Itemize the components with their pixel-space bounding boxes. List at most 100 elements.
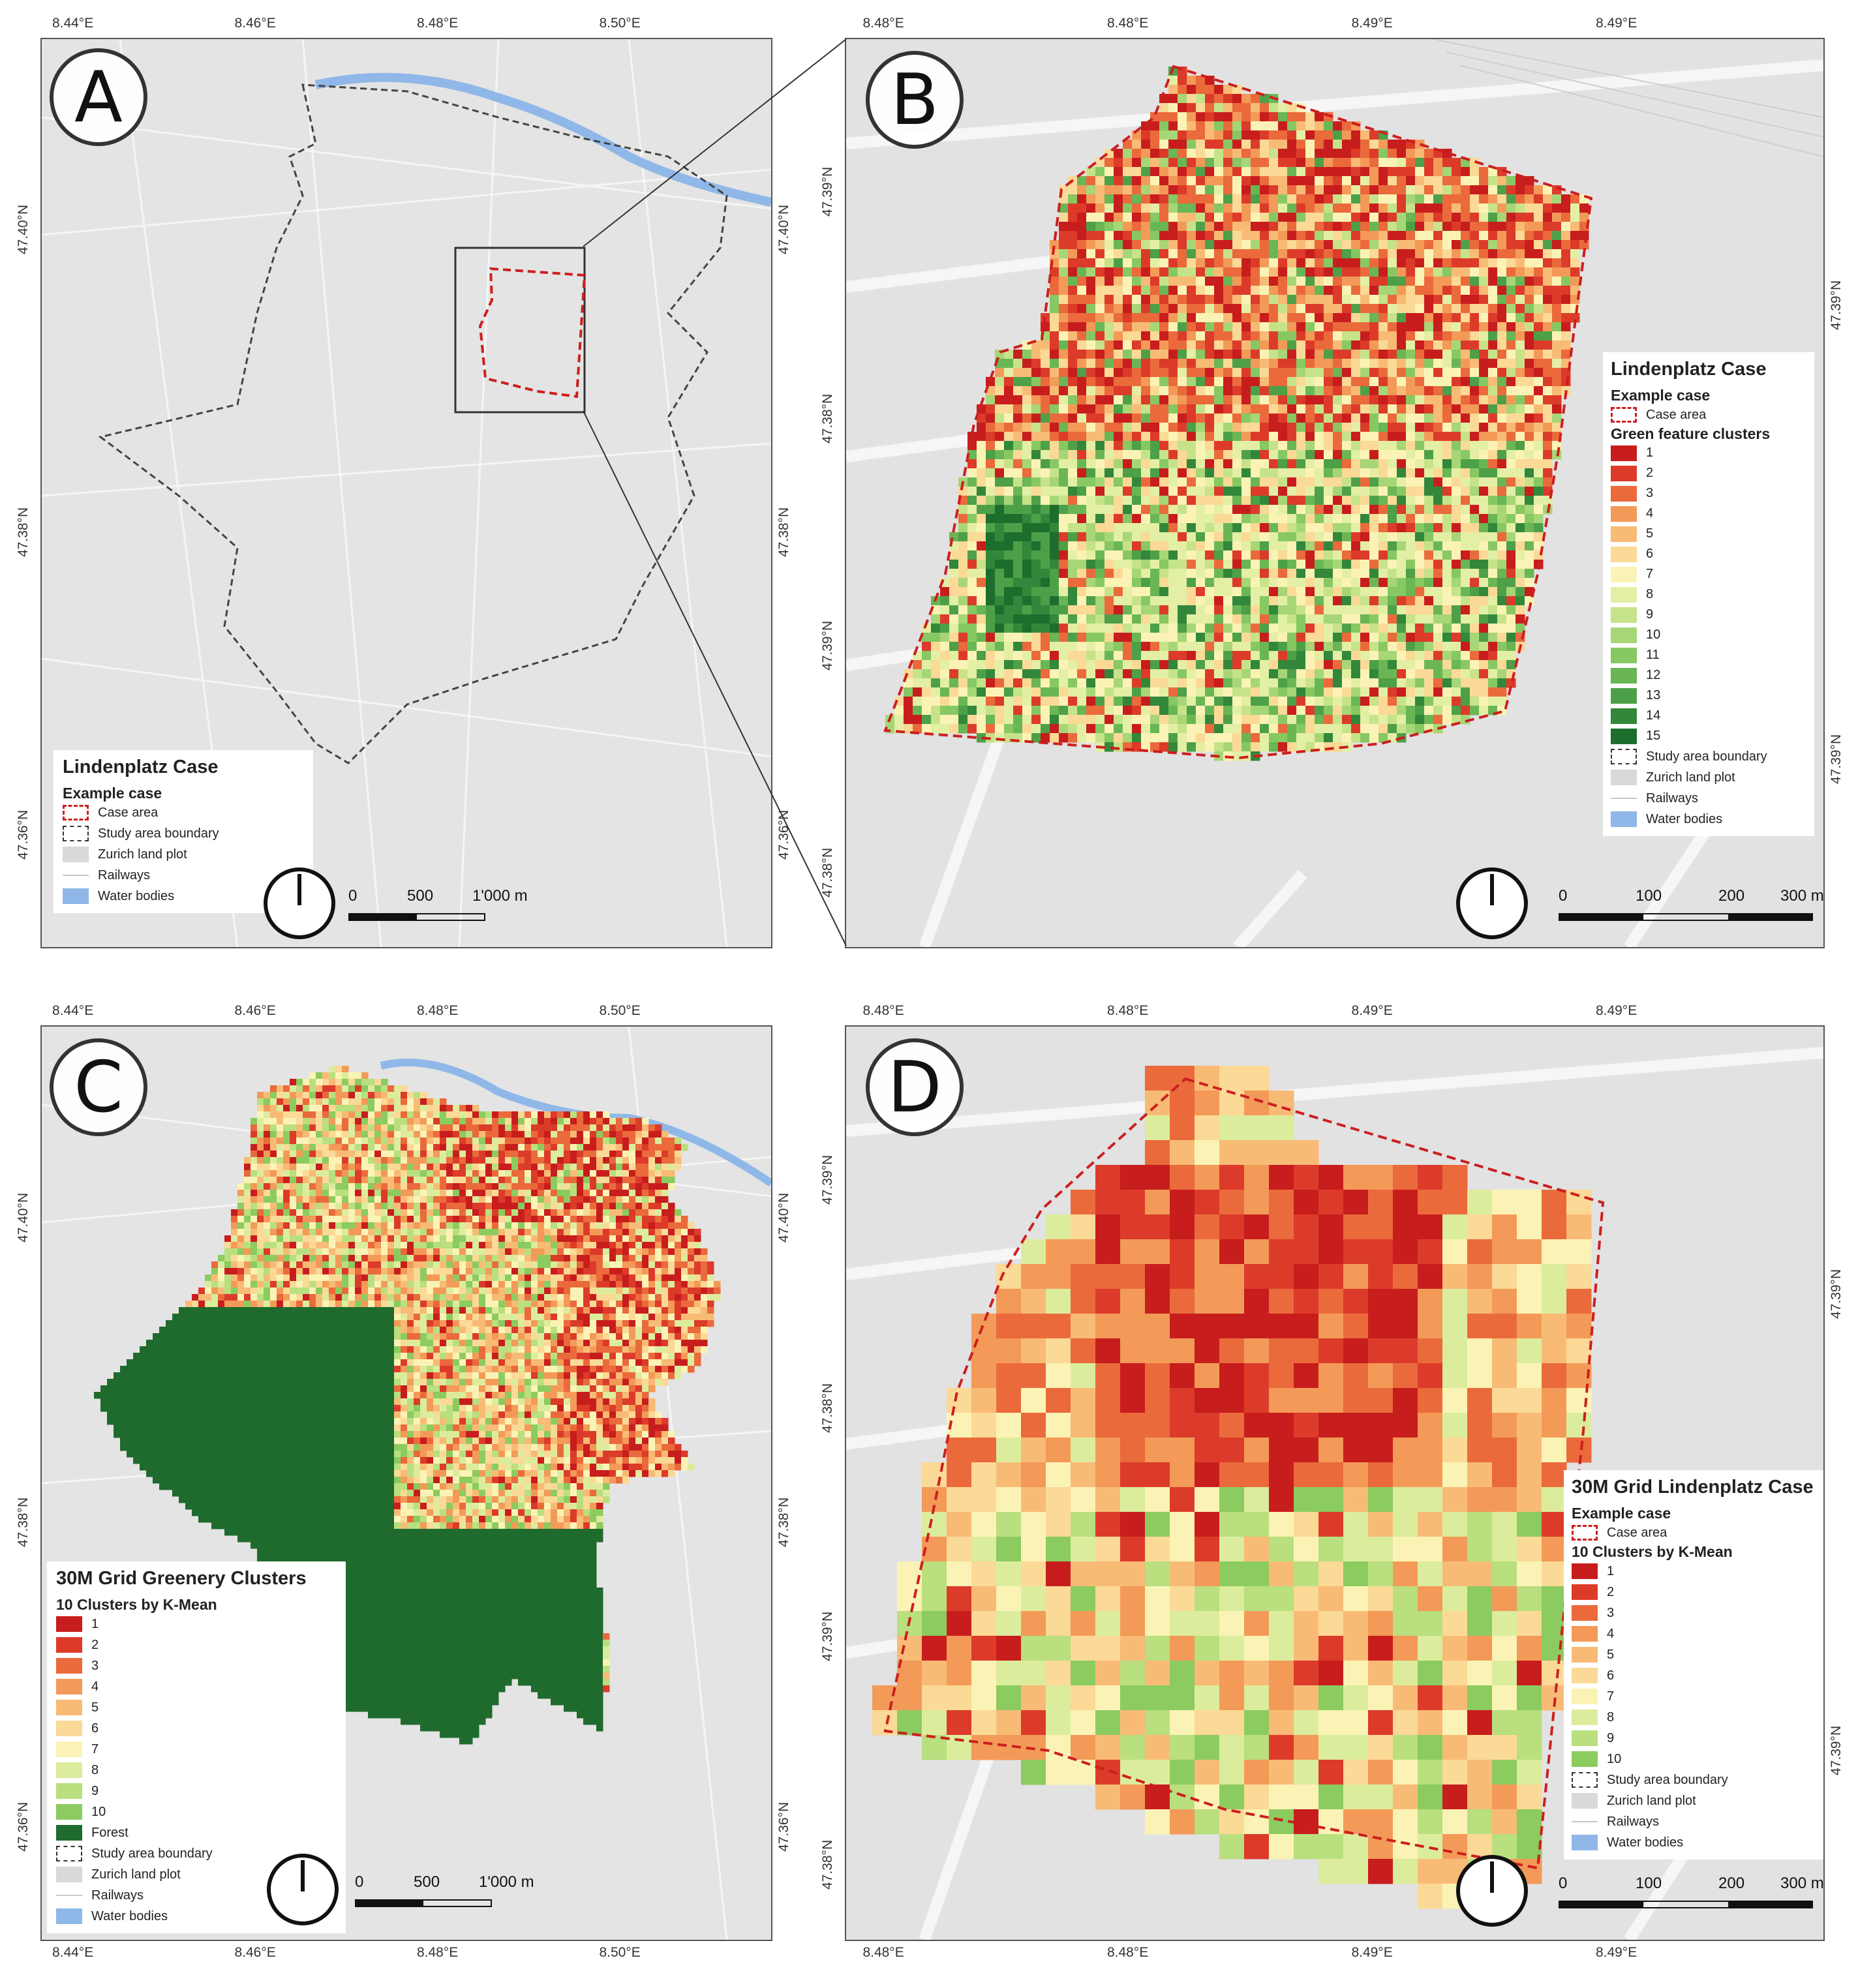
legend-c: 30M Grid Greenery Clusters 10 Clusters b… (47, 1561, 346, 1933)
legend-row: Railways (63, 865, 304, 886)
coordinate-tick-label: 47.40°N (16, 1193, 31, 1243)
legend-cluster-row: 2 (56, 1634, 337, 1655)
legend-cluster-row: 5 (1572, 1644, 1820, 1665)
legend-label: Water bodies (91, 1908, 168, 1923)
coordinate-tick-label: 8.46°E (234, 1003, 276, 1018)
legend-cluster-row: 13 (1611, 685, 1806, 706)
legend-swatch (1572, 1730, 1598, 1746)
legend-cluster-row: 10 (1611, 625, 1806, 645)
coordinate-tick-label: 47.39°N (1829, 280, 1844, 330)
legend-swatch (63, 847, 89, 862)
legend-row: Water bodies (56, 1906, 337, 1927)
legend-label: Zurich land plot (1646, 770, 1735, 785)
legend-items-d: Study area boundary Zurich land plot Railw… (1572, 1770, 1820, 1853)
legend-cluster-row: 4 (1572, 1623, 1820, 1644)
legend-label: Study area boundary (1607, 1772, 1728, 1787)
coordinate-tick-label: 8.50°E (599, 16, 641, 31)
legend-swatch (63, 875, 89, 876)
map-panel-c: C 30M Grid Greenery Clusters 10 Clusters… (40, 1025, 772, 1941)
legend-swatch (1572, 1821, 1598, 1822)
legend-cluster-row: 10 (56, 1801, 337, 1822)
legend-cluster-label: 14 (1646, 708, 1661, 723)
legend-cluster-row: 8 (56, 1760, 337, 1781)
legend-cluster-row: 6 (1611, 544, 1806, 564)
legend-swatch (56, 1658, 82, 1674)
coordinate-tick-label: 8.44°E (52, 16, 94, 31)
legend-cluster-row: 1 (1611, 443, 1806, 463)
coordinate-tick-label: 47.40°N (16, 204, 31, 254)
legend-cluster-label: 2 (1646, 466, 1654, 480)
legend-cluster-label: 15 (1646, 729, 1661, 743)
scale-label-2: 200 (1718, 887, 1745, 905)
legend-row: Study area boundary (1611, 746, 1806, 767)
coordinate-tick-label: 47.39°N (820, 620, 835, 670)
legend-label: Water bodies (1607, 1835, 1684, 1850)
legend-swatch (1611, 647, 1637, 663)
legend-row: Study area boundary (63, 823, 304, 844)
legend-cluster-row: 5 (56, 1697, 337, 1718)
legend-swatch (1572, 1605, 1598, 1621)
legend-subtitle-a: Example case (63, 785, 162, 802)
legend-title-a: Lindenplatz Case (63, 757, 219, 777)
legend-cluster-label: 6 (1646, 547, 1654, 561)
legend-swatch (56, 1825, 82, 1841)
scale-label-0: 0 (348, 887, 358, 905)
legend-cluster-label: 10 (91, 1804, 106, 1819)
legend-label: Zurich land plot (91, 1867, 181, 1882)
panel-letter-d: D (866, 1038, 964, 1136)
legend-swatch (1611, 485, 1637, 502)
legend-label: Railways (1646, 791, 1699, 806)
legend-cluster-label: 1 (1607, 1563, 1615, 1578)
legend-cluster-row: 8 (1572, 1707, 1820, 1728)
coordinate-tick-label: 47.38°N (16, 507, 31, 557)
coordinate-tick-label: 47.36°N (16, 809, 31, 860)
legend-subtitle-b: Example case (1611, 387, 1711, 404)
legend-row: Case area (63, 802, 304, 823)
coordinate-tick-label: 47.40°N (776, 204, 791, 254)
legend-row: Water bodies (63, 886, 304, 907)
legend-swatch (56, 1700, 82, 1715)
scale-label-2: 1'000 m (472, 887, 528, 905)
coordinate-tick-label: 47.39°N (820, 1611, 835, 1661)
legend-cluster-label: 4 (91, 1679, 99, 1694)
legend-swatch (1611, 687, 1637, 704)
legend-cluster-row: 7 (1572, 1686, 1820, 1707)
legend-label: Study area boundary (98, 826, 219, 841)
coordinate-tick-label: 47.39°N (820, 1154, 835, 1205)
coordinate-tick-label: 8.50°E (599, 1945, 641, 1960)
legend-swatch (63, 888, 89, 904)
legend-swatch (56, 1721, 82, 1736)
legend-title-d: 30M Grid Lindenplatz Case (1572, 1477, 1814, 1498)
legend-cluster-label: 1 (91, 1616, 99, 1631)
map-panel-b: B Lindenplatz Case Example case Case are… (845, 38, 1825, 948)
coordinate-tick-label: 8.48°E (1106, 1003, 1149, 1018)
legend-cluster-row: 3 (56, 1655, 337, 1676)
scale-label-1: 100 (1636, 887, 1662, 905)
legend-row: Zurich land plot (1611, 767, 1806, 788)
legend-row: Railways (1611, 788, 1806, 809)
legend-swatch (1611, 526, 1637, 542)
legend-swatch (1572, 1668, 1598, 1683)
coordinate-tick-label: 8.48°E (862, 1003, 904, 1018)
legend-swatch (1572, 1689, 1598, 1704)
legend-label: Railways (98, 867, 151, 882)
legend-cluster-row: 5 (1611, 524, 1806, 544)
cluster-grid-d (872, 1066, 1592, 1909)
scale-label-2: 200 (1718, 1875, 1745, 1892)
legend-cluster-row: 8 (1611, 584, 1806, 605)
coordinate-tick-label: 47.38°N (820, 847, 835, 897)
legend-cluster-label: 8 (1646, 587, 1654, 601)
legend-cluster-label: 5 (1607, 1647, 1615, 1662)
legend-case-d: Case area (1607, 1525, 1668, 1540)
legend-label: Study area boundary (1646, 749, 1767, 764)
legend-swatch (1611, 770, 1637, 785)
coordinate-tick-label: 8.48°E (862, 1945, 904, 1960)
case-area-outline (478, 267, 586, 399)
scale-bar-a: 0 500 1'000 m (348, 887, 528, 933)
legend-clusters-d: 1 2 3 4 5 6 7 8 9 10 (1572, 1561, 1820, 1770)
scale-label-1: 500 (407, 887, 434, 905)
legend-cluster-label: 9 (1607, 1730, 1615, 1745)
coordinate-tick-label: 8.48°E (416, 1945, 459, 1960)
north-arrow-b (1456, 867, 1528, 939)
legend-cluster-row: 15 (1611, 726, 1806, 746)
